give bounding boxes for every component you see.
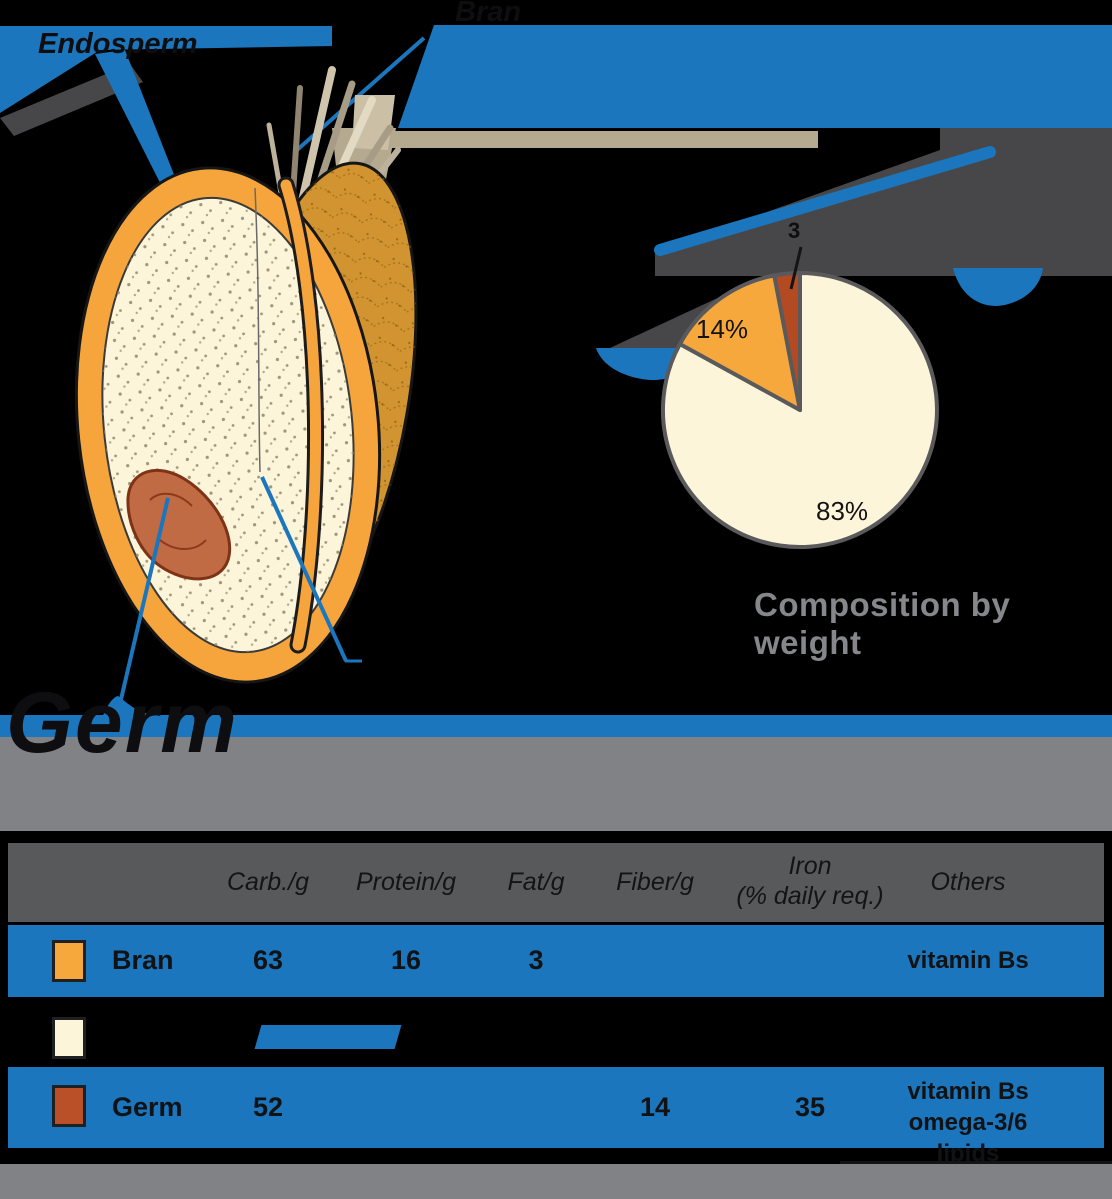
header-fiber: Fiber/g [616,868,694,896]
pie-germ-leader [789,246,803,290]
bran-swatch [52,940,86,982]
row-label: Bran [112,945,174,975]
germ-caption-label: Germ [6,675,239,771]
table-row-germ: Germ 52 14 35 vitamin Bs omega-3/6 lipid… [8,1067,1104,1167]
bran-banner-tan-strip [372,131,818,148]
germ-detail [149,492,207,550]
table-row-bran: Bran 63 16 3 vitamin Bs [8,925,1104,997]
redaction-highlight [254,1025,402,1049]
bran-others: vitamin Bs [907,947,1029,974]
germ-swatch [52,1085,86,1127]
table-row-endosperm [8,1005,1104,1067]
pie-slice-germ [772,270,802,412]
pie-caption: Composition by weight [754,586,1011,661]
bran-fat: 3 [528,945,544,975]
cut-lip [280,179,322,651]
crease-leader-line [260,476,348,662]
endosperm-label: Endosperm [38,28,198,60]
composition-pie-chart [660,270,939,549]
header-others: Others [930,868,1006,896]
scale-pan-right [953,268,1043,306]
header-protein: Protein/g [355,868,457,896]
germ-leader-line [117,497,170,709]
pie-slice-bran [677,273,802,412]
bran-label: Bran [455,0,522,28]
kernel-crease [254,187,261,473]
endosperm-swatch [52,1017,86,1059]
scale-backdrop-right [655,120,1112,276]
table-header: Carb./g Protein/g Fat/g Fiber/g Iron (% … [8,843,1104,922]
label-shadow-wedge [0,64,143,136]
pie-label-endosperm: 83% [816,496,869,526]
germ-fiber: 14 [639,1092,671,1122]
caption-gray-band [0,737,1112,831]
bran-protein: 16 [390,945,422,975]
row-label: Germ [112,1092,183,1122]
header-fat: Fat/g [507,868,565,896]
pie-label-germ: 3 [788,218,801,243]
germ-iron: 35 [794,1092,826,1122]
germ-carb: 52 [252,1092,284,1122]
scale-beam [654,146,996,256]
header-iron: Iron (% daily req.) [736,852,884,910]
bran-carb: 63 [252,945,284,975]
footer-gray-band [0,1164,1112,1199]
table-bottom-edge [840,1161,1112,1164]
endosperm-banner [0,26,332,113]
wheat-kernel [74,161,418,684]
blue-divider-band [0,715,1112,738]
header-carb: Carb./g [227,868,309,896]
germ-others: vitamin Bs omega-3/6 lipids [907,1078,1029,1167]
bran-banner [398,25,1112,128]
pie-label-bran: 14% [696,314,749,344]
